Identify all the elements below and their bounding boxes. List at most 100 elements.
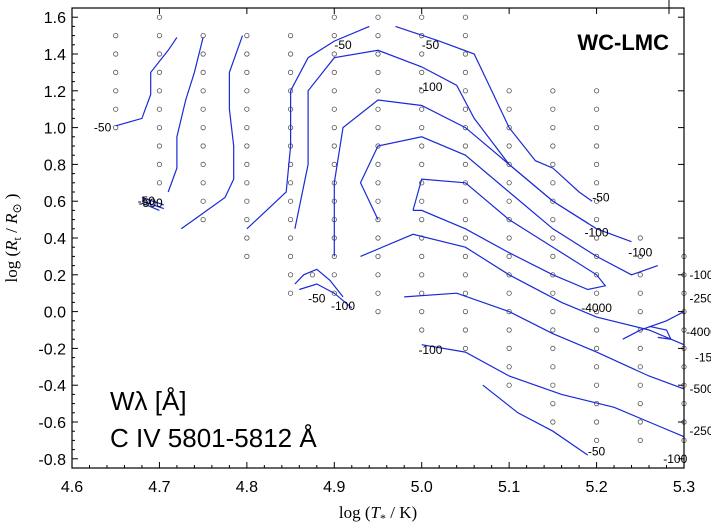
contour-label: -100 (418, 80, 442, 94)
model-point (200, 125, 206, 131)
model-point (200, 198, 206, 204)
model-point (287, 32, 294, 39)
model-point (113, 106, 119, 112)
model-point (637, 437, 643, 443)
model-point (506, 382, 512, 388)
model-point (593, 125, 600, 131)
contour-label: -50 (138, 194, 156, 208)
model-point (375, 161, 381, 167)
model-point (419, 69, 425, 76)
model-point (462, 143, 469, 149)
model-point (156, 14, 163, 20)
model-point (331, 106, 337, 112)
model-point (419, 161, 425, 167)
contour-lines (115, 25, 685, 456)
model-point (375, 125, 381, 131)
model-point (331, 161, 337, 167)
model-point (200, 161, 206, 167)
model-point (419, 125, 425, 131)
model-point (375, 198, 381, 204)
model-point (331, 88, 337, 94)
contour-label: -500 (139, 196, 163, 210)
contour-line (395, 25, 593, 202)
contour-label: -100 (418, 343, 442, 357)
model-point (244, 217, 250, 223)
contour-line (141, 202, 160, 211)
contour-label: -50 (334, 38, 352, 52)
model-point (550, 308, 556, 315)
x-tick-label: 5.1 (498, 479, 520, 496)
model-point (331, 32, 337, 39)
contour-label: -4000 (581, 301, 612, 315)
contour-label: -100 (689, 268, 711, 282)
y-tick-label: -0.8 (38, 452, 66, 469)
model-point (462, 235, 469, 241)
y-tick-label: -0.2 (38, 341, 66, 358)
model-point (550, 253, 556, 259)
model-point (200, 88, 206, 94)
model-point (375, 235, 381, 241)
contour-line (421, 344, 685, 438)
model-point (593, 198, 600, 204)
model-point (200, 69, 206, 76)
contour-line (299, 283, 353, 309)
contour-label: -50 (422, 38, 440, 52)
model-point (637, 345, 643, 351)
y-axis-label: log (Rt / R⊙ ) (2, 194, 24, 283)
model-point (113, 88, 119, 94)
y-tick-label: 1.2 (44, 84, 66, 101)
y-tick-label: 0.4 (44, 231, 66, 248)
model-point (375, 253, 381, 259)
y-tick-label: 0.8 (44, 157, 66, 174)
model-point (156, 88, 163, 94)
model-point (506, 345, 512, 351)
model-point (506, 198, 512, 204)
model-point (287, 217, 294, 223)
model-point (419, 308, 425, 315)
model-point (593, 161, 600, 167)
model-point (287, 198, 294, 204)
model-point (156, 69, 163, 76)
model-point (156, 161, 163, 167)
contour-line (648, 325, 672, 340)
model-point (287, 51, 294, 57)
model-point (331, 125, 337, 131)
model-point (550, 382, 556, 388)
contour-label: -50 (592, 191, 610, 205)
contour-label: -100 (663, 452, 687, 466)
x-tick-label: 4.7 (148, 479, 170, 496)
contour-line (167, 37, 204, 193)
x-axis-label: log (T* / K) (339, 503, 417, 525)
model-point (593, 180, 600, 186)
model-point (375, 69, 381, 76)
contour-line (246, 25, 370, 230)
contour-line (360, 233, 685, 346)
model-point (375, 88, 381, 94)
model-point (200, 217, 206, 223)
contour-labels: -50-50 -50-100-50-100-100-100-250-50-100-… (94, 38, 711, 466)
model-point (375, 290, 381, 296)
model-point (506, 106, 512, 112)
contour-line (294, 49, 589, 229)
y-tick-label: 1.4 (44, 47, 66, 64)
model-point (287, 180, 294, 186)
model-point (375, 308, 381, 315)
model-point (637, 400, 643, 407)
model-point (375, 14, 381, 20)
y-tick-label: 1.6 (44, 10, 66, 27)
model-point (419, 143, 425, 149)
model-point (309, 272, 316, 278)
model-point (244, 32, 250, 39)
contour-label: -250 (689, 292, 711, 306)
model-point (244, 253, 250, 259)
annotation-line2: C IV 5801-5812 Å (110, 423, 317, 453)
model-point (550, 235, 556, 241)
model-point (506, 88, 512, 94)
model-point (593, 419, 600, 425)
contour-line (412, 178, 607, 291)
model-point (637, 382, 643, 388)
model-point (331, 14, 337, 20)
model-point (506, 180, 512, 186)
model-point (200, 180, 206, 186)
